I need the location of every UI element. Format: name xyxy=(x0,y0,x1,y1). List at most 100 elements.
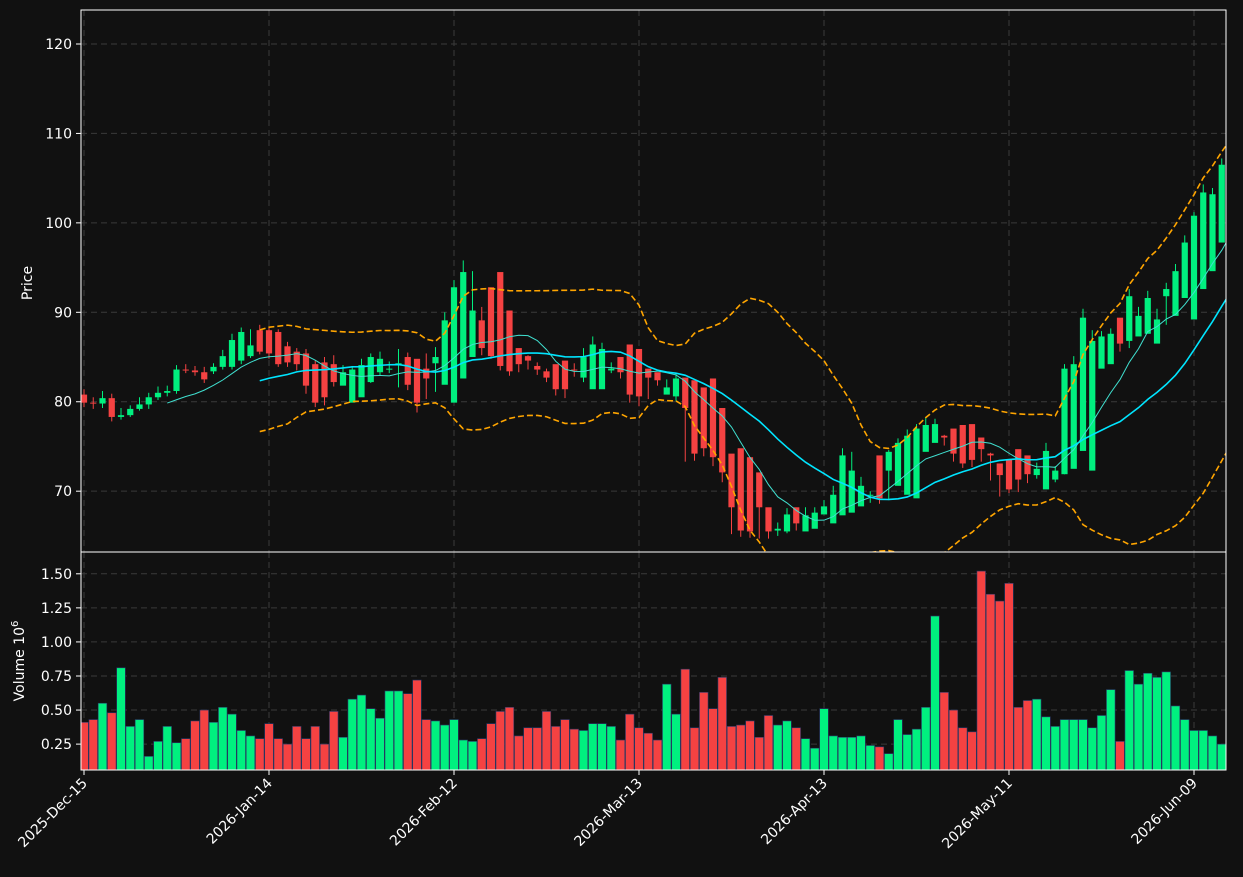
volume-bar xyxy=(477,738,487,770)
overlays xyxy=(167,144,1226,552)
volume-bar xyxy=(1217,743,1226,770)
candle-body xyxy=(1033,468,1040,476)
candle-body xyxy=(1061,368,1068,475)
volume-bar xyxy=(329,711,339,770)
candle-body xyxy=(275,331,282,365)
candle-body xyxy=(820,506,828,515)
candle-body xyxy=(349,369,356,403)
volume-bar xyxy=(495,711,505,770)
volume-bar xyxy=(560,719,570,770)
candle-body xyxy=(774,528,781,531)
candle-body xyxy=(534,365,541,370)
candle-body xyxy=(959,424,966,464)
candle-body xyxy=(950,428,957,454)
volume-bar xyxy=(310,726,320,770)
candle-body xyxy=(913,428,920,499)
volume-bar xyxy=(264,723,274,770)
candle-body xyxy=(830,494,837,524)
volume-bar xyxy=(911,728,922,770)
candle-body xyxy=(1144,297,1151,334)
candle-body xyxy=(432,357,439,364)
volume-bars xyxy=(81,570,1226,770)
volume-bar xyxy=(652,739,663,770)
volume-bar xyxy=(995,600,1005,770)
candle-body xyxy=(191,370,199,373)
volume-bar xyxy=(921,707,931,770)
volume-bar xyxy=(458,739,468,770)
candle-body xyxy=(580,357,587,378)
volume-bar xyxy=(125,726,135,770)
candle-body xyxy=(1228,155,1234,216)
candle-body xyxy=(145,397,152,405)
candle-body xyxy=(645,368,652,378)
volume-bar xyxy=(819,708,829,770)
volume-bar xyxy=(1032,698,1042,770)
volume-bar xyxy=(1022,700,1033,770)
candle-body xyxy=(1163,289,1170,297)
candle-body xyxy=(413,358,421,403)
candle-body xyxy=(1098,336,1105,369)
candle-body xyxy=(663,387,670,395)
candle-body xyxy=(904,435,911,495)
candle-body xyxy=(127,408,134,416)
volume-bar xyxy=(884,753,894,770)
volume-bar xyxy=(1004,583,1014,770)
candle-body xyxy=(1089,340,1096,471)
candle-body xyxy=(284,346,291,363)
volume-bar xyxy=(699,692,709,770)
candle-body xyxy=(737,448,744,531)
candle-body xyxy=(219,356,226,367)
volume-bar xyxy=(1106,689,1116,770)
volume-bar xyxy=(236,730,246,770)
volume-bar xyxy=(708,708,718,770)
volume-bar xyxy=(412,679,422,770)
volume-bar xyxy=(97,702,108,770)
volume-bar xyxy=(218,707,228,770)
volume-bar xyxy=(1124,670,1134,770)
volume-bar xyxy=(902,734,912,770)
bollinger-upper-band xyxy=(259,144,1226,450)
candle-body xyxy=(154,392,162,398)
candle-body xyxy=(256,330,263,352)
volume-bar xyxy=(773,724,783,770)
candle-body xyxy=(201,372,208,380)
volume-bar xyxy=(1096,715,1107,770)
volume-bar xyxy=(467,741,478,770)
candle-body xyxy=(460,272,467,379)
volume-bar xyxy=(1115,741,1125,770)
bollinger-lower-band xyxy=(259,398,1226,552)
volume-bar xyxy=(967,731,977,770)
volume-bar xyxy=(162,726,172,770)
price-tick-label: 100 xyxy=(45,216,72,232)
candle-body xyxy=(756,472,763,508)
candle-body xyxy=(1190,215,1198,320)
volume-tick-label: 1.50 xyxy=(41,567,72,583)
volume-bar xyxy=(976,570,986,770)
volume-bar xyxy=(1041,716,1051,770)
volume-bar xyxy=(763,715,774,770)
price-tick-label: 80 xyxy=(54,395,72,411)
volume-bar xyxy=(1143,672,1153,770)
candle-body xyxy=(358,365,365,398)
volume-bar xyxy=(1152,677,1162,770)
sma-line-20 xyxy=(259,298,1226,501)
volume-bar xyxy=(1059,719,1070,770)
volume-bar xyxy=(810,747,820,770)
candle-body xyxy=(182,369,189,371)
candle-body xyxy=(996,463,1003,476)
candle-body xyxy=(1237,72,1243,193)
candle-body xyxy=(228,340,236,367)
volume-axis-label: Volume 106 xyxy=(10,621,28,702)
candle-body xyxy=(117,415,125,417)
price-tick-label: 110 xyxy=(45,126,72,142)
candle-body xyxy=(1005,459,1013,490)
volume-bar xyxy=(1133,683,1144,770)
candle-body xyxy=(497,272,504,366)
volume-bar xyxy=(273,738,283,770)
candle-body xyxy=(941,435,948,438)
volume-bar xyxy=(227,713,237,770)
date-tick-label: 2026-Jun-09 xyxy=(1129,776,1201,848)
candle-body xyxy=(1116,317,1124,344)
candle-body xyxy=(386,368,393,370)
